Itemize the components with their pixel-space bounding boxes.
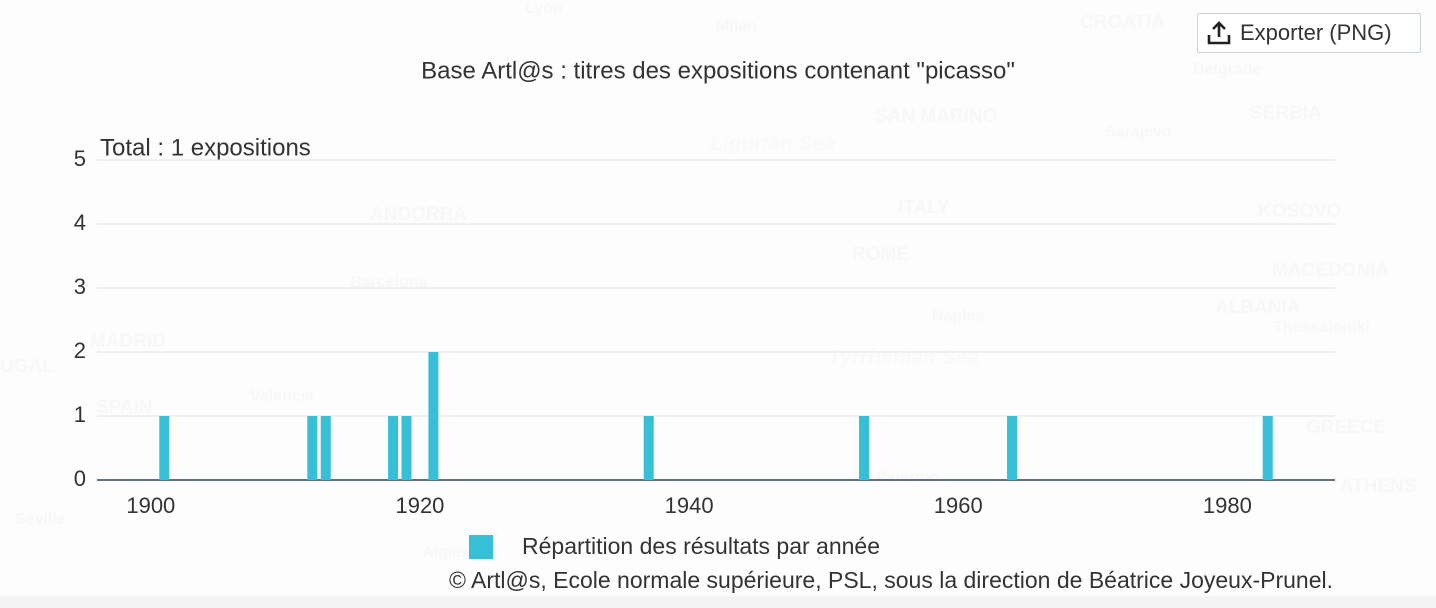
export-button[interactable]: Exporter (PNG) <box>1197 13 1421 53</box>
bar <box>1007 416 1018 480</box>
bar <box>388 416 399 480</box>
x-tick-label: 1940 <box>665 493 714 518</box>
bar <box>159 416 170 480</box>
bar <box>643 416 654 480</box>
credits: © Artl@s, Ecole normale supérieure, PSL,… <box>449 567 1333 593</box>
chart-subtitle: Total : 1 expositions <box>100 134 311 161</box>
y-tick-label: 3 <box>74 274 86 299</box>
legend-label: Répartition des résultats par année <box>522 533 880 559</box>
bar <box>428 352 439 480</box>
y-tick-label: 0 <box>74 466 86 491</box>
x-tick-label: 1920 <box>395 493 444 518</box>
bar <box>307 416 318 480</box>
y-tick-label: 1 <box>74 402 86 427</box>
bar <box>320 416 331 480</box>
x-tick-label: 1960 <box>934 493 983 518</box>
export-label: Exporter (PNG) <box>1240 20 1392 45</box>
bar <box>401 416 412 480</box>
bar <box>859 416 870 480</box>
export-icon <box>1207 21 1231 45</box>
y-tick-label: 5 <box>74 146 86 171</box>
y-tick-label: 2 <box>74 338 86 363</box>
chart-title: Base Artl@s : titres des expositions con… <box>421 57 1015 84</box>
y-tick-label: 4 <box>74 210 86 235</box>
x-tick-label: 1900 <box>126 493 175 518</box>
bar <box>1262 416 1273 480</box>
x-tick-label: 1980 <box>1203 493 1252 518</box>
legend-swatch <box>469 535 493 559</box>
